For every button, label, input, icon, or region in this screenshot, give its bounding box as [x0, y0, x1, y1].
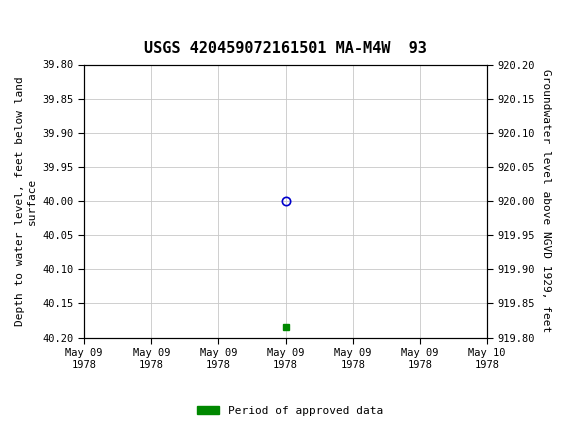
Legend: Period of approved data: Period of approved data [193, 401, 387, 420]
Bar [5, 3, 35, 41]
Y-axis label: Groundwater level above NGVD 1929, feet: Groundwater level above NGVD 1929, feet [541, 69, 550, 333]
Title: USGS 420459072161501 MA-M4W  93: USGS 420459072161501 MA-M4W 93 [144, 41, 427, 56]
Text: USGS: USGS [42, 12, 106, 33]
Y-axis label: Depth to water level, feet below land
surface: Depth to water level, feet below land su… [15, 76, 37, 326]
